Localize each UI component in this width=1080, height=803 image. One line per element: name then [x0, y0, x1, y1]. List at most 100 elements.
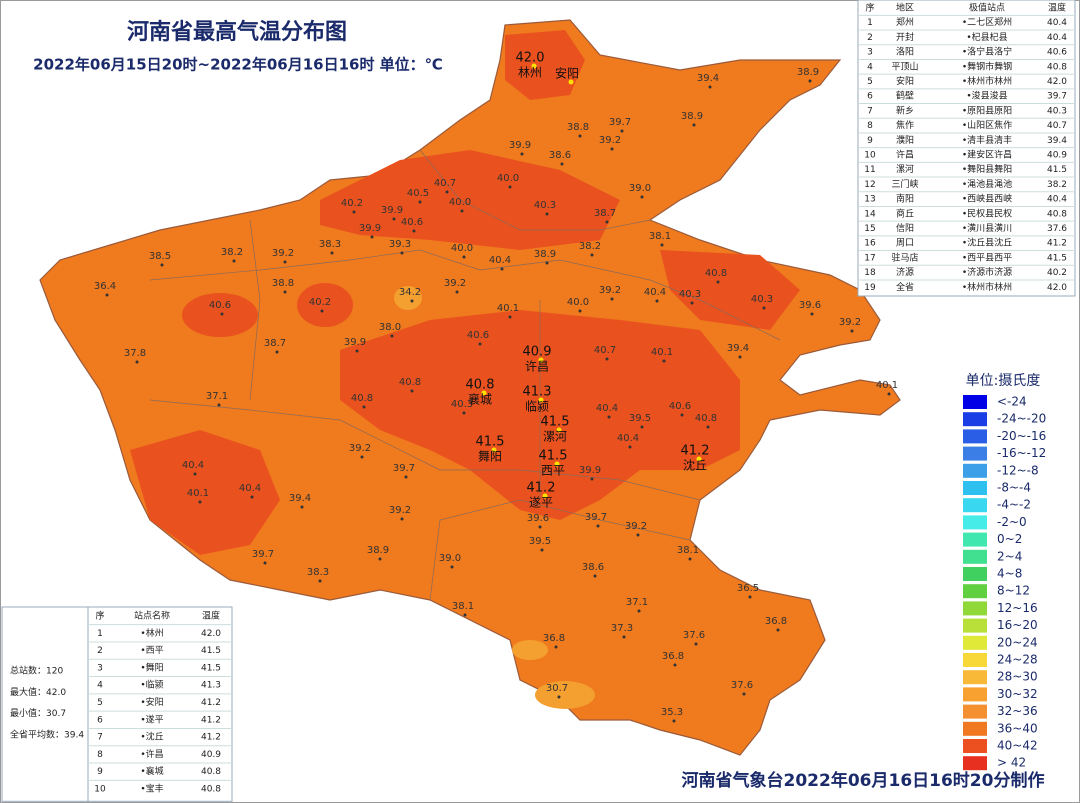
- table-cell: 41.5: [1047, 253, 1067, 263]
- station-dot: [455, 290, 459, 294]
- table-cell: 4: [867, 62, 873, 72]
- table-cell: •杞县杞县: [966, 31, 1007, 43]
- station-value: 40.8: [399, 377, 421, 388]
- station-dot: [500, 267, 504, 271]
- city-dot: [538, 357, 544, 363]
- station-dot: [716, 280, 720, 284]
- station-value: 40.4: [596, 403, 618, 414]
- table-cell: 7: [97, 733, 103, 743]
- station-dot: [808, 79, 812, 83]
- station-value: 39.2: [389, 505, 411, 516]
- table-cell: 6: [97, 715, 103, 725]
- table-cell: •建安区许昌: [962, 149, 1012, 161]
- station-dot: [640, 425, 644, 429]
- table-cell: 39.7: [1047, 92, 1067, 102]
- station-value: 38.5: [149, 251, 171, 262]
- station-dot: [557, 695, 561, 699]
- station-value: 40.3: [679, 289, 701, 300]
- table-cell: 41.5: [1047, 165, 1067, 175]
- station-table: 序 站点名称 温度 1 •林州 42.0 2 •西平 41.5 3 •舞阳 41.5 4 •临颍 41.3 5…: [1, 606, 233, 802]
- table-cell: 5: [97, 698, 103, 708]
- table-cell: •遂平: [140, 713, 163, 725]
- station-value: 38.8: [567, 122, 589, 133]
- station-dot: [462, 411, 466, 415]
- station-value: 39.6: [527, 513, 549, 524]
- table-cell: 3: [97, 663, 103, 673]
- legend-title: 单位:摄氏度: [966, 373, 1041, 389]
- station-value: 37.6: [683, 630, 705, 641]
- table-header: 地区: [896, 2, 914, 14]
- station-dot: [776, 628, 780, 632]
- table-cell: 14: [864, 209, 876, 219]
- station-value: 38.1: [452, 601, 474, 612]
- station-dot: [135, 360, 139, 364]
- station-value: 38.7: [264, 338, 286, 349]
- station-value: 40.4: [644, 287, 666, 298]
- station-dot: [738, 355, 742, 359]
- station-dot: [690, 301, 694, 305]
- station-value: 40.6: [209, 300, 231, 311]
- subtitle: 2022年06月15日20时~2022年06月16日16时 单位：℃: [33, 56, 443, 74]
- city-value: 40.9: [523, 345, 552, 360]
- city-value: 41.3: [523, 385, 552, 400]
- station-dot: [706, 425, 710, 429]
- station-dot: [392, 217, 396, 221]
- table-cell: 40.2: [1047, 268, 1067, 278]
- legend-label: -12~-8: [997, 463, 1039, 477]
- table-cell: 41.2: [201, 698, 221, 708]
- table-header: 序: [865, 2, 874, 14]
- station-dot: [605, 357, 609, 361]
- station-dot: [680, 413, 684, 417]
- station-value: 40.6: [467, 330, 489, 341]
- table-cell: 13: [864, 195, 875, 205]
- table-cell: 信阳: [896, 222, 914, 234]
- table-cell: •襄城: [140, 765, 163, 777]
- legend-swatch: [963, 549, 987, 564]
- table-cell: 3: [867, 48, 873, 58]
- station-value: 39.2: [444, 278, 466, 289]
- table-cell: 三门峡: [891, 178, 918, 190]
- table-cell: 鹤壁: [896, 90, 914, 102]
- table-cell: •渑池县渑池: [962, 178, 1012, 190]
- table-cell: 8: [867, 121, 873, 131]
- legend-swatch: [963, 412, 987, 427]
- table-cell: 新乡: [896, 104, 914, 116]
- station-value: 38.1: [677, 545, 699, 556]
- table-cell: •西峡县西峡: [962, 193, 1012, 205]
- station-dot: [105, 293, 109, 297]
- station-value: 36.5: [737, 583, 759, 594]
- table-cell: •临颍: [140, 679, 163, 691]
- legend-label: -24~-20: [997, 412, 1046, 426]
- legend-label: > 42: [997, 756, 1026, 770]
- title: 河南省最高气温分布图: [127, 19, 347, 45]
- station-value: 38.7: [594, 208, 616, 219]
- table-cell: 9: [867, 136, 873, 146]
- table-cell: 38.2: [1047, 180, 1067, 190]
- station-value: 39.2: [349, 443, 371, 454]
- stats-bg: [1, 606, 89, 802]
- station-dot: [762, 306, 766, 310]
- table-cell: 11: [864, 165, 875, 175]
- station-dot: [355, 349, 359, 353]
- station-value: 40.0: [451, 243, 473, 254]
- legend-label: 36~40: [997, 721, 1038, 735]
- table-cell: 10: [94, 785, 106, 795]
- table-cell: •林州市林州: [962, 75, 1012, 87]
- station-value: 36.8: [662, 651, 684, 662]
- table-cell: 15: [864, 224, 875, 234]
- legend-swatch: [963, 635, 987, 650]
- station-value: 36.4: [94, 281, 116, 292]
- station-value: 39.6: [799, 300, 821, 311]
- legend-swatch: [963, 618, 987, 633]
- legend-label: 4~8: [997, 567, 1022, 581]
- station-value: 40.1: [187, 488, 209, 499]
- stat: 全省平均数：39.4: [10, 728, 84, 740]
- station-dot: [578, 309, 582, 313]
- station-dot: [360, 455, 364, 459]
- table-cell: 开封: [896, 31, 914, 43]
- station-value: 38.3: [307, 567, 329, 578]
- station-value: 35.3: [661, 707, 683, 718]
- table-cell: 周口: [896, 238, 914, 249]
- legend-label: 24~28: [997, 653, 1038, 667]
- table-cell: 8: [97, 750, 103, 760]
